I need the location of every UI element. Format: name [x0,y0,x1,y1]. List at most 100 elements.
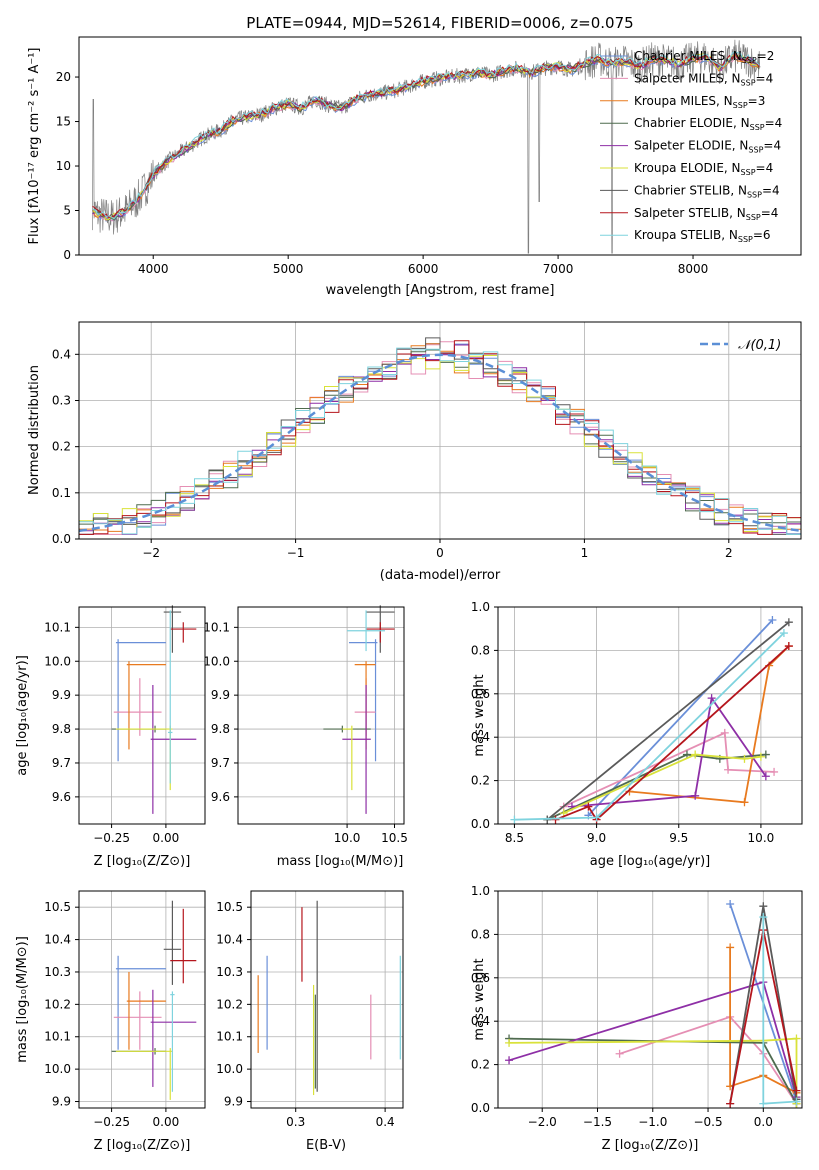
panel-axes [497,606,803,825]
mass-weight-vs-age-panel: 8.5 9.0 9.5 10.0 0.0 0.2 0.4 0.6 0.8 1.0 age [log₁… [471,600,803,869]
panel-xlabel: Z [log₁₀(Z/Z⊙)] [94,854,191,869]
x-tick-label: 8000 [678,262,709,276]
x-tick-label: 0.3 [286,1115,305,1129]
legend-entry: Kroupa STELIB, NSSP=6 [634,228,771,244]
weight-line-kroupa-elodie [563,753,762,814]
panel-content [510,616,793,824]
x-tick-label: 0.4 [376,1115,395,1129]
y-tick-label: 0.6 [471,971,490,985]
panel-axes [78,890,206,1109]
x-tick-label: 7000 [543,262,574,276]
x-tick-label: −1.0 [638,1115,667,1129]
panel-xlabel: age [log₁₀(age/yr)] [590,854,711,869]
y-tick-label: 15 [56,115,71,129]
legend-suffix: =4 [761,206,779,220]
y-tick-label: 0.0 [52,532,71,546]
legend-subscript: SSP [738,235,753,244]
weight-marker [724,765,733,774]
x-tick-label: 9.5 [669,831,688,845]
y-tick-label: 9.9 [224,1095,243,1109]
y-tick-label: 10.0 [44,1062,71,1076]
normal-legend-label: 𝒩(0,1) [738,338,781,353]
panel-xlabel: mass [log₁₀(M/M⊙)] [277,854,404,869]
legend-subscript: SSP [746,213,761,222]
y-tick-label: 10.3 [44,965,71,979]
y-tick-label: 0.2 [52,440,71,454]
x-tick-label: −2.0 [528,1115,557,1129]
weight-line-kroupa-miles [729,947,797,1094]
weight-line-salpeter-elodie [571,695,767,808]
weight-line-salpeter-miles [619,1015,798,1105]
y-tick-label: 10.3 [216,965,243,979]
legend-subscript: SSP [741,168,756,177]
x-tick-label: 1 [581,546,589,560]
legend-subscript: SSP [741,78,756,87]
mass-vs-metallicity-panel: −0.25 0.00 9.9 10.0 10.1 10.2 10.3 10.4 10.5 Z [l… [15,890,206,1153]
weight-line-kroupa-stelib [514,632,785,821]
legend-subscript: SSP [748,146,763,155]
weight-marker [510,815,519,824]
x-tick-label: 4000 [138,262,169,276]
panel-xlabel: Z [log₁₀(Z/Z⊙)] [94,1138,191,1153]
age-vs-metallicity-panel: −0.25 0.00 9.6 9.7 9.8 9.9 10.0 10.1 Z [log₁₀(Z/… [15,605,206,869]
y-tick-label: 0.8 [471,643,490,657]
weight-marker [707,694,716,703]
weight-marker [792,1086,801,1095]
x-tick-label: 8.5 [505,831,524,845]
panel-axes [250,890,404,1109]
weight-marker [759,913,768,922]
legend-suffix: =4 [756,161,774,175]
y-tick-label: 0.0 [471,1101,490,1115]
weight-marker [584,802,593,811]
mass-vs-reddening-panel: 0.3 0.4 9.9 10.0 10.1 10.2 10.3 10.4 10.5 E(B-V) [216,890,404,1153]
y-tick-label: 10.1 [44,1030,71,1044]
y-tick-label: 10.0 [203,654,230,668]
legend-suffix: =4 [762,183,780,197]
x-tick-label: 10.5 [381,831,408,845]
histogram-ylabel: Normed distribution [27,365,42,495]
y-tick-label: 10.5 [216,900,243,914]
histogram-xlabel: (data-model)/error [380,568,501,583]
y-tick-label: 9.8 [211,722,230,736]
spectrum-ylabel: Flux [fλ10⁻¹⁷ erg cm⁻² s⁻¹ A⁻¹] [27,48,42,245]
y-tick-label: 10.4 [216,933,243,947]
legend-entry: Kroupa ELODIE, NSSP=4 [634,161,773,177]
y-tick-label: 9.7 [52,756,71,770]
weight-marker [784,618,793,627]
panel-content [111,605,197,814]
y-tick-label: 0.0 [471,817,490,831]
y-tick-label: 9.6 [52,790,71,804]
panel-ylabel: mass weight [472,674,487,756]
y-tick-label: 0.3 [52,393,71,407]
y-tick-label: 0.6 [471,687,490,701]
legend-entry: Salpeter ELODIE, NSSP=4 [634,139,781,155]
weight-marker [770,767,779,776]
legend-entry: Chabrier STELIB, NSSP=4 [634,183,780,199]
weight-marker [505,1056,514,1065]
x-tick-label: 2 [725,546,733,560]
weight-marker [691,791,700,800]
x-tick-label: 9.0 [587,831,606,845]
x-tick-label: 0 [436,546,444,560]
legend-suffix: =4 [756,71,774,85]
x-tick-label: 0.00 [153,1115,180,1129]
x-tick-label: −0.25 [93,831,130,845]
panel-axes [497,890,803,1109]
age-vs-mass-panel: 10.0 10.5 9.6 9.7 9.8 9.9 10.0 10.1 mass [log₁₀(… [203,605,408,869]
legend-subscript: SSP [742,56,757,65]
panel-xlabel: E(B-V) [306,1138,346,1153]
weight-line-kroupa-elodie [509,1037,798,1104]
weight-marker [726,900,735,909]
weight-line-chabrier-stelib [546,621,790,821]
spectrum-legend: Chabrier MILES, NSSP=2 Salpeter MILES, NS… [600,49,782,244]
weight-marker [592,813,601,822]
x-tick-label: 6000 [408,262,439,276]
x-tick-label: 0.00 [153,831,180,845]
panel-ylabel: mass weight [472,958,487,1040]
weight-marker [682,750,691,759]
y-tick-label: 1.0 [471,884,490,898]
weight-marker [768,616,777,625]
x-tick-label: 10.0 [334,831,361,845]
weight-marker [759,902,768,911]
legend-subscript: SSP [747,190,762,199]
